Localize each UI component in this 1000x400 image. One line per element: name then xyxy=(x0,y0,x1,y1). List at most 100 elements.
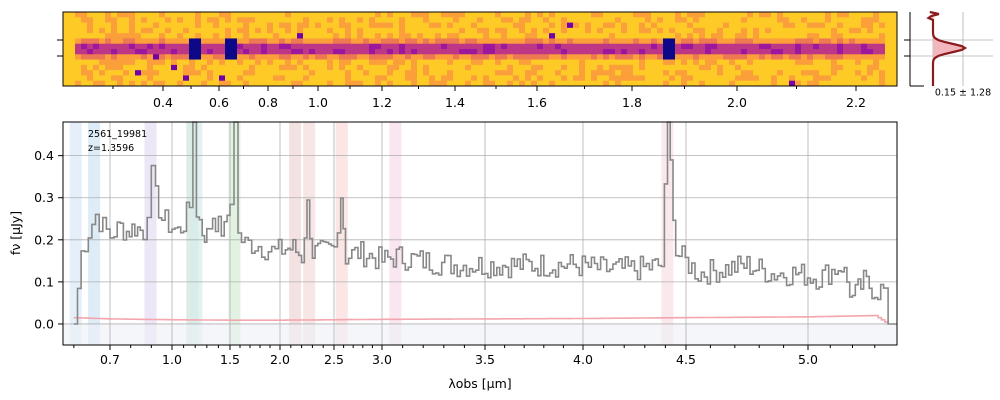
heatmap-cell xyxy=(723,33,730,39)
heatmap-cell xyxy=(411,64,418,71)
heatmap-cell xyxy=(657,27,664,34)
heatmap-cell xyxy=(93,22,100,29)
heatmap-cell xyxy=(339,54,346,60)
heatmap-cell xyxy=(651,64,658,71)
heatmap-cell xyxy=(873,80,880,87)
heatmap-cell xyxy=(183,17,190,23)
heatmap-cell xyxy=(657,17,664,23)
heatmap-cell xyxy=(639,49,646,55)
heatmap-cell xyxy=(369,38,376,45)
heatmap-cell xyxy=(501,59,508,66)
heatmap-cell xyxy=(663,59,670,66)
heatmap-cell xyxy=(303,64,310,71)
heatmap-cell xyxy=(441,70,448,76)
heatmap-cell xyxy=(495,22,502,29)
heatmap-cell xyxy=(225,17,232,23)
heatmap-cell xyxy=(105,22,112,29)
heatmap-cell xyxy=(435,43,442,50)
heatmap-cell xyxy=(417,43,424,50)
heatmap-cell xyxy=(819,33,826,39)
heatmap-cell xyxy=(165,33,172,39)
heatmap-cell xyxy=(807,27,814,34)
heatmap-cell xyxy=(555,64,562,71)
heatmap-cell xyxy=(531,27,538,34)
heatmap-cell xyxy=(813,49,820,55)
heatmap-cell xyxy=(165,49,172,55)
heatmap-cell xyxy=(243,17,250,23)
heatmap-cell xyxy=(459,59,466,66)
heatmap-cell xyxy=(297,17,304,23)
heatmap-cell xyxy=(141,70,148,76)
heatmap-cell xyxy=(657,70,664,76)
heatmap-cell xyxy=(861,22,868,29)
heatmap-cell xyxy=(489,17,496,23)
heatmap-cell xyxy=(477,22,484,29)
heatmap-cell xyxy=(651,75,658,82)
heatmap-cell xyxy=(399,12,406,18)
heatmap-cell xyxy=(537,59,544,66)
heatmap-cell xyxy=(543,59,550,66)
x-tick-label: 4.0 xyxy=(573,352,593,367)
heatmap-cell xyxy=(309,17,316,23)
heatmap-cell xyxy=(573,43,580,50)
heatmap-cell xyxy=(717,17,724,23)
heatmap-cell xyxy=(855,75,862,82)
spectrum-2d-x-tick-label: 1.2 xyxy=(372,95,392,110)
heatmap-cell xyxy=(165,59,172,66)
heatmap-cell xyxy=(609,12,616,18)
heatmap-cell xyxy=(837,38,844,45)
heatmap-cell xyxy=(771,59,778,66)
heatmap-cell xyxy=(495,80,502,87)
heatmap-cell xyxy=(519,70,526,76)
heatmap-cell xyxy=(771,17,778,23)
heatmap-cell xyxy=(597,17,604,23)
heatmap-cell xyxy=(567,64,574,71)
heatmap-cell xyxy=(687,75,694,82)
heatmap-cell xyxy=(339,75,346,82)
heatmap-cell xyxy=(519,54,526,60)
heatmap-cell xyxy=(225,70,232,76)
heatmap-cell xyxy=(279,22,286,29)
heatmap-cell xyxy=(675,33,682,39)
heatmap-cell xyxy=(135,75,142,82)
heatmap-cell xyxy=(417,64,424,71)
heatmap-cell xyxy=(261,22,268,29)
heatmap-cell xyxy=(627,27,634,34)
heatmap-cell xyxy=(213,49,220,55)
heatmap-cell xyxy=(633,54,640,60)
heatmap-cell xyxy=(465,70,472,76)
heatmap-cell xyxy=(369,70,376,76)
heatmap-cell xyxy=(795,12,802,18)
heatmap-cell xyxy=(627,59,634,66)
heatmap-cell xyxy=(201,17,208,23)
heatmap-cell xyxy=(867,27,874,34)
heatmap-cell xyxy=(471,12,478,18)
heatmap-cell xyxy=(651,33,658,39)
heatmap-cell xyxy=(777,54,784,60)
heatmap-cell xyxy=(105,17,112,23)
heatmap-cell xyxy=(231,43,238,50)
heatmap-cell xyxy=(537,17,544,23)
heatmap-cell xyxy=(483,54,490,60)
heatmap-cell xyxy=(159,70,166,76)
heatmap-cell xyxy=(651,49,658,55)
heatmap-cell xyxy=(837,17,844,23)
heatmap-cell xyxy=(531,49,538,55)
heatmap-cell xyxy=(525,64,532,71)
heatmap-cell xyxy=(135,12,142,18)
heatmap-cell xyxy=(537,54,544,60)
heatmap-cell xyxy=(645,33,652,39)
heatmap-cell xyxy=(591,17,598,23)
heatmap-cell xyxy=(717,75,724,82)
x-axis-ticks: 0.7 1.0 1.5 2.0 2.5 3.0 3.5 4.0 4.5 5.0 xyxy=(73,345,876,367)
heatmap-cell xyxy=(801,64,808,71)
heatmap-cell xyxy=(849,75,856,82)
heatmap-cell xyxy=(135,49,142,55)
heatmap-cell xyxy=(465,38,472,45)
heatmap-cell xyxy=(585,70,592,76)
heatmap-cell xyxy=(765,33,772,39)
heatmap-cell xyxy=(207,49,214,55)
heatmap-cell xyxy=(129,22,136,29)
heatmap-cell xyxy=(579,38,586,45)
heatmap-cell xyxy=(885,38,892,45)
